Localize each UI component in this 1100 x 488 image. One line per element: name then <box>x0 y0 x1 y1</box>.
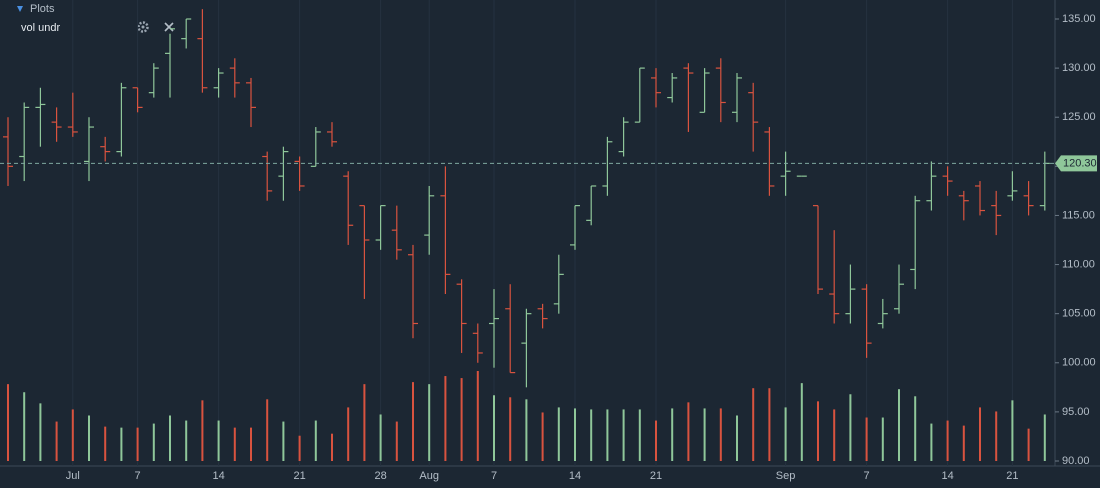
y-tick-label: 125.00 <box>1062 111 1096 123</box>
volume-bar <box>23 392 26 461</box>
volume-bar <box>800 383 803 461</box>
volume-bar <box>71 409 74 461</box>
volume-bar <box>541 412 544 461</box>
y-tick-label: 95.00 <box>1062 406 1090 418</box>
volume-bar <box>152 423 155 461</box>
volume-bar <box>930 423 933 461</box>
close-icon[interactable] <box>164 22 174 32</box>
volume-bar <box>784 407 787 461</box>
last-price-label: 120.30 <box>1063 157 1097 169</box>
volume-bar <box>962 425 965 461</box>
x-tick-label: 14 <box>212 470 224 482</box>
study-name[interactable]: vol undr <box>21 22 60 34</box>
volume-bar <box>590 409 593 461</box>
volume-bar <box>217 420 220 461</box>
volume-bar <box>719 408 722 461</box>
volume-bar <box>622 409 625 461</box>
x-tick-label: Sep <box>776 470 796 482</box>
volume-bar <box>655 420 657 461</box>
volume-bar <box>833 409 836 461</box>
volume-bar <box>39 403 42 461</box>
volume-bar <box>525 399 528 461</box>
volume-bar <box>7 384 9 461</box>
volume-bar <box>55 421 58 461</box>
y-tick-label: 135.00 <box>1062 13 1096 25</box>
volume-bar <box>638 409 641 461</box>
volume-bar <box>347 407 350 461</box>
volume-bar <box>250 427 252 461</box>
volume-bar <box>849 394 852 461</box>
volume-bar <box>233 427 236 461</box>
volume-bar <box>946 420 949 461</box>
volume-bar <box>493 395 495 461</box>
volume-bar <box>736 415 738 461</box>
volume-bar <box>201 400 204 461</box>
volume-bar <box>1027 428 1030 461</box>
volume-bar <box>314 420 317 461</box>
volume-bar <box>881 417 884 461</box>
volume-bar <box>995 411 998 461</box>
x-tick-label: 21 <box>1006 470 1018 482</box>
volume-bar <box>379 414 382 461</box>
settings-icon[interactable] <box>137 21 149 33</box>
x-tick-label: Aug <box>419 470 439 482</box>
volume-bar <box>557 407 560 461</box>
volume-bar <box>120 427 123 461</box>
volume-bar <box>136 427 139 461</box>
volume-bar <box>476 371 479 461</box>
volume-bar <box>687 402 690 461</box>
y-tick-label: 105.00 <box>1062 308 1096 320</box>
volume-bar <box>509 397 512 461</box>
y-tick-label: 130.00 <box>1062 62 1096 74</box>
y-tick-label: 90.00 <box>1062 455 1090 467</box>
volume-bar <box>363 384 366 461</box>
volume-bar <box>1043 414 1046 461</box>
panel-title[interactable]: Plots <box>30 3 55 15</box>
volume-bar <box>1011 400 1014 461</box>
volume-bar <box>104 426 107 461</box>
volume-bar <box>671 408 674 461</box>
volume-bar <box>865 417 868 461</box>
volume-bar <box>914 396 917 461</box>
volume-bar <box>574 408 576 461</box>
volume-bar <box>428 384 431 461</box>
volume-bar <box>703 408 706 461</box>
volume-bar <box>282 421 285 461</box>
volume-bar <box>752 388 755 461</box>
volume-bar <box>817 401 819 461</box>
volume-bar <box>444 376 447 461</box>
volume-bar <box>395 421 398 461</box>
volume-bar <box>88 415 90 461</box>
volume-bar <box>768 388 771 461</box>
volume-bar <box>898 389 900 461</box>
volume-bar <box>979 407 981 461</box>
x-tick-label: 7 <box>491 470 497 482</box>
collapse-icon[interactable] <box>17 6 23 12</box>
x-tick-label: 14 <box>941 470 953 482</box>
x-tick-label: 7 <box>135 470 141 482</box>
x-tick-label: 21 <box>650 470 662 482</box>
y-tick-label: 115.00 <box>1062 209 1095 221</box>
volume-bar <box>266 399 269 461</box>
volume-bar <box>460 378 463 461</box>
x-tick-label: 14 <box>569 470 581 482</box>
last-price-badge <box>1055 155 1097 172</box>
y-tick-label: 110.00 <box>1062 258 1095 270</box>
volume-bar <box>331 433 333 461</box>
y-tick-label: 100.00 <box>1062 357 1096 369</box>
x-tick-label: 7 <box>864 470 870 482</box>
x-tick-label: 21 <box>293 470 305 482</box>
volume-bar <box>412 382 414 461</box>
volume-bar <box>185 420 188 461</box>
x-tick-label: 28 <box>374 470 386 482</box>
x-tick-label: Jul <box>66 470 80 482</box>
volume-bar <box>169 415 171 461</box>
volume-bar <box>298 435 301 461</box>
volume-bar <box>606 409 609 461</box>
